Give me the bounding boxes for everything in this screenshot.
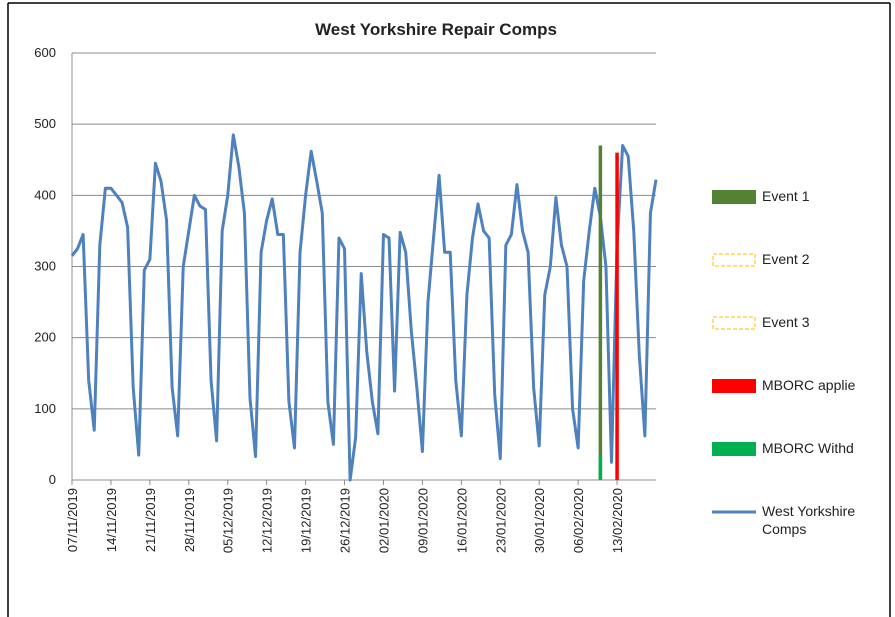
y-tick-label: 0 [49, 472, 56, 487]
y-tick-label: 500 [34, 116, 56, 131]
x-tick-label: 26/12/2019 [338, 488, 353, 553]
x-tick-label: 19/12/2019 [299, 488, 314, 553]
legend-swatch [712, 442, 756, 456]
legend-label: MBORC applie [762, 377, 856, 393]
x-tick-label: 13/02/2020 [610, 488, 625, 553]
y-tick-label: 300 [34, 259, 56, 274]
x-tick-label: 12/12/2019 [260, 488, 275, 553]
legend-swatch [712, 379, 756, 393]
x-tick-label: 21/11/2019 [143, 488, 158, 552]
x-tick-label: 06/02/2020 [571, 488, 586, 553]
x-tick-label: 28/11/2019 [182, 488, 197, 552]
y-tick-label: 100 [34, 401, 56, 416]
x-tick-label: 07/11/2019 [65, 488, 80, 552]
legend-label: Event 2 [762, 251, 810, 267]
legend-swatch [712, 316, 756, 330]
y-tick-label: 600 [34, 45, 56, 60]
y-tick-label: 200 [34, 330, 56, 345]
legend-label: MBORC Withd [762, 440, 854, 456]
legend-label: Event 1 [762, 188, 810, 204]
legend-swatch [712, 253, 756, 267]
legend-swatch [712, 190, 756, 204]
x-tick-label: 30/01/2020 [532, 488, 547, 553]
legend-label: West Yorkshire Comps [762, 503, 856, 537]
y-tick-label: 400 [34, 187, 56, 202]
x-tick-label: 16/01/2020 [454, 488, 469, 553]
x-tick-label: 14/11/2019 [104, 488, 119, 552]
chart-title: West Yorkshire Repair Comps [315, 20, 557, 39]
x-tick-label: 09/01/2020 [415, 488, 430, 553]
line-series [70, 133, 658, 482]
x-tick-label: 05/12/2019 [221, 488, 236, 553]
legend-label: Event 3 [762, 314, 810, 330]
x-tick-label: 23/01/2020 [493, 488, 508, 553]
x-tick-label: 02/01/2020 [376, 488, 391, 553]
